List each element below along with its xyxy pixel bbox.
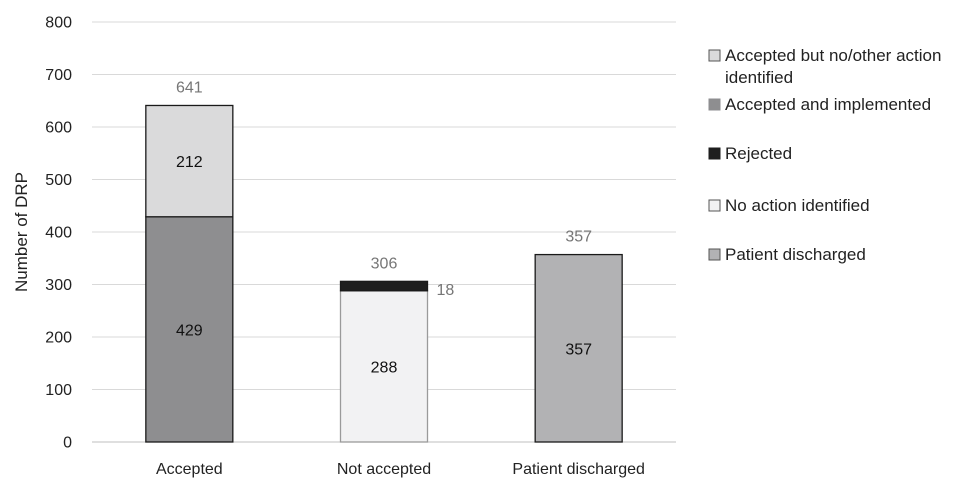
y-axis-title: Number of DRP — [12, 172, 31, 292]
x-axis-categories: Accepted Not accepted Patient discharged — [156, 461, 645, 478]
legend: Accepted but no/other action identified Ac… — [708, 46, 941, 264]
data-labels: 429 212 288 18 357 641 306 357 — [176, 79, 592, 376]
legend-label: Patient discharged — [725, 245, 866, 264]
x-category-label: Patient discharged — [512, 461, 645, 478]
legend-label: Rejected — [725, 144, 792, 163]
bar-segment — [534, 253, 623, 443]
bar-segment — [145, 216, 234, 443]
bar-segment — [145, 104, 234, 218]
legend-swatch — [708, 147, 721, 160]
y-tick-label: 200 — [45, 330, 72, 347]
y-axis-ticks: 0 100 200 300 400 500 600 700 800 — [45, 15, 72, 452]
bar-segment — [339, 290, 429, 443]
legend-swatch — [708, 199, 721, 212]
data-label: 357 — [565, 341, 592, 358]
legend-swatch — [708, 98, 721, 111]
data-label: 288 — [371, 359, 398, 376]
y-tick-label: 500 — [45, 172, 72, 189]
y-tick-label: 800 — [45, 15, 72, 32]
legend-label: No action identified — [725, 196, 870, 215]
y-tick-label: 100 — [45, 382, 72, 399]
total-label: 641 — [176, 79, 203, 96]
data-label: 429 — [176, 322, 203, 339]
legend-label: Accepted but no/other action identified — [725, 46, 941, 87]
y-tick-label: 0 — [63, 435, 72, 452]
y-tick-label: 700 — [45, 67, 72, 84]
bar-segment — [339, 280, 429, 292]
legend-label: Accepted and implemented — [725, 95, 931, 114]
total-label: 306 — [371, 255, 398, 272]
data-label: 212 — [176, 154, 203, 171]
legend-swatch — [708, 248, 721, 261]
x-category-label: Not accepted — [337, 461, 431, 478]
total-label: 357 — [565, 229, 592, 246]
bars — [145, 104, 623, 443]
legend-swatch — [708, 49, 721, 62]
data-label: 18 — [437, 282, 455, 299]
y-tick-label: 400 — [45, 225, 72, 242]
y-tick-label: 600 — [45, 120, 72, 137]
x-category-label: Accepted — [156, 461, 223, 478]
y-tick-label: 300 — [45, 277, 72, 294]
